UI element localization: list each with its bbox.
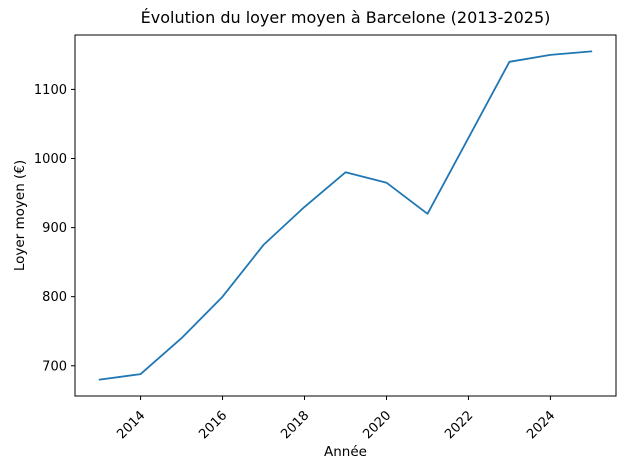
- y-axis-tick-label: 800: [42, 290, 67, 305]
- x-axis-tick-label: 2022: [442, 408, 476, 442]
- x-axis-label: Année: [324, 444, 367, 460]
- x-axis-tick-label: 2018: [278, 408, 312, 442]
- y-axis-tick-label: 900: [42, 221, 67, 236]
- y-axis-tick-label: 700: [42, 359, 67, 374]
- y-axis-label: Loyer moyen (€): [12, 160, 28, 271]
- y-axis-tick-label: 1100: [34, 83, 67, 98]
- x-axis-tick-label: 2024: [524, 408, 558, 442]
- chart-title: Évolution du loyer moyen à Barcelone (20…: [140, 8, 551, 27]
- y-axis-tick-label: 1000: [34, 152, 67, 167]
- plot-border: [74, 34, 617, 397]
- x-axis-tick-label: 2020: [360, 408, 394, 442]
- x-axis-tick-label: 2016: [196, 408, 230, 442]
- data-line: [98, 50, 593, 381]
- x-axis-tick-label: 2014: [114, 408, 148, 442]
